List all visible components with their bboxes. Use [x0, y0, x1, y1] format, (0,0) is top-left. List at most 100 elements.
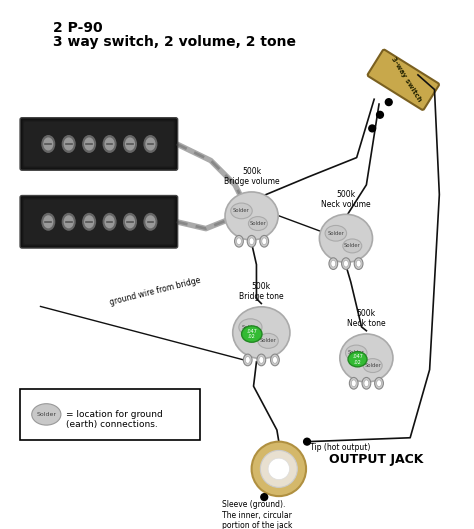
- Ellipse shape: [233, 307, 290, 359]
- Ellipse shape: [144, 136, 157, 152]
- Ellipse shape: [237, 238, 241, 244]
- Ellipse shape: [146, 216, 155, 227]
- Text: Solder: Solder: [260, 339, 276, 343]
- Ellipse shape: [63, 214, 75, 230]
- Ellipse shape: [364, 380, 369, 387]
- Circle shape: [385, 99, 392, 106]
- FancyBboxPatch shape: [22, 197, 176, 246]
- Ellipse shape: [44, 216, 53, 227]
- Ellipse shape: [126, 138, 134, 150]
- Ellipse shape: [32, 404, 61, 425]
- Text: .047
.02: .047 .02: [352, 354, 363, 364]
- Ellipse shape: [103, 136, 116, 152]
- Ellipse shape: [243, 354, 252, 366]
- Ellipse shape: [342, 258, 350, 269]
- Ellipse shape: [85, 138, 93, 150]
- Text: portion of the jack: portion of the jack: [222, 522, 293, 529]
- Ellipse shape: [343, 239, 362, 253]
- Ellipse shape: [103, 214, 116, 230]
- Ellipse shape: [64, 216, 73, 227]
- Text: 3-way switch: 3-way switch: [390, 56, 422, 103]
- Text: Solder: Solder: [364, 363, 381, 368]
- Ellipse shape: [260, 235, 269, 247]
- Text: Neck tone: Neck tone: [347, 319, 386, 328]
- Text: Solder: Solder: [348, 350, 365, 355]
- Ellipse shape: [329, 258, 337, 269]
- Ellipse shape: [64, 138, 73, 150]
- Text: Solder: Solder: [328, 231, 344, 236]
- FancyBboxPatch shape: [20, 196, 178, 248]
- Ellipse shape: [124, 214, 137, 230]
- Ellipse shape: [83, 136, 95, 152]
- Ellipse shape: [42, 136, 55, 152]
- Text: 500k: 500k: [242, 168, 261, 177]
- Text: Bridge volume: Bridge volume: [224, 177, 279, 186]
- Ellipse shape: [124, 136, 137, 152]
- FancyBboxPatch shape: [23, 121, 175, 167]
- Ellipse shape: [271, 354, 279, 366]
- Ellipse shape: [126, 216, 134, 227]
- Circle shape: [261, 494, 268, 500]
- FancyBboxPatch shape: [22, 120, 176, 168]
- Ellipse shape: [105, 216, 114, 227]
- Circle shape: [260, 450, 297, 487]
- Ellipse shape: [257, 354, 266, 366]
- Text: OUTPUT JACK: OUTPUT JACK: [329, 453, 424, 466]
- Ellipse shape: [344, 260, 348, 267]
- Ellipse shape: [346, 345, 367, 361]
- Ellipse shape: [245, 357, 250, 363]
- Ellipse shape: [231, 203, 252, 219]
- Text: 3 way switch, 2 volume, 2 tone: 3 way switch, 2 volume, 2 tone: [53, 35, 296, 49]
- Ellipse shape: [319, 214, 373, 262]
- Text: Solder: Solder: [233, 208, 250, 213]
- Ellipse shape: [146, 138, 155, 150]
- Ellipse shape: [340, 334, 393, 382]
- Text: 500k: 500k: [252, 282, 271, 291]
- Circle shape: [252, 442, 306, 496]
- Text: Sleeve (ground).: Sleeve (ground).: [222, 500, 286, 509]
- FancyBboxPatch shape: [21, 118, 177, 169]
- Text: Solder: Solder: [242, 325, 259, 330]
- Ellipse shape: [363, 359, 382, 372]
- Text: .047
.02: .047 .02: [246, 329, 257, 340]
- Ellipse shape: [239, 319, 262, 336]
- Text: = location for ground
(earth) connections.: = location for ground (earth) connection…: [66, 409, 163, 429]
- Text: Tip (hot output): Tip (hot output): [310, 443, 370, 452]
- FancyBboxPatch shape: [20, 118, 178, 170]
- Ellipse shape: [144, 214, 157, 230]
- FancyBboxPatch shape: [20, 389, 200, 440]
- Ellipse shape: [354, 258, 363, 269]
- Text: Solder: Solder: [344, 243, 361, 249]
- Text: Neck volume: Neck volume: [321, 199, 371, 208]
- Circle shape: [268, 458, 290, 480]
- Ellipse shape: [83, 214, 95, 230]
- Ellipse shape: [105, 138, 114, 150]
- Circle shape: [369, 125, 375, 132]
- Ellipse shape: [242, 326, 262, 342]
- Text: Bridge tone: Bridge tone: [239, 292, 283, 301]
- Ellipse shape: [349, 378, 358, 389]
- Ellipse shape: [348, 352, 367, 367]
- FancyBboxPatch shape: [21, 196, 177, 247]
- Text: 2 P-90: 2 P-90: [53, 21, 103, 35]
- Ellipse shape: [377, 380, 382, 387]
- Circle shape: [304, 438, 310, 445]
- Ellipse shape: [259, 357, 264, 363]
- Text: ground wire from bridge: ground wire from bridge: [109, 276, 201, 307]
- FancyBboxPatch shape: [24, 199, 174, 244]
- Text: Solder: Solder: [249, 221, 266, 226]
- Ellipse shape: [273, 357, 277, 363]
- Ellipse shape: [374, 378, 383, 389]
- FancyBboxPatch shape: [368, 50, 439, 110]
- Text: Solder: Solder: [36, 412, 56, 417]
- Ellipse shape: [258, 333, 278, 349]
- Ellipse shape: [325, 225, 346, 241]
- Ellipse shape: [331, 260, 336, 267]
- Circle shape: [377, 112, 383, 118]
- Ellipse shape: [356, 260, 361, 267]
- Ellipse shape: [362, 378, 371, 389]
- Ellipse shape: [249, 238, 254, 244]
- Text: 500k: 500k: [337, 190, 356, 199]
- Ellipse shape: [262, 238, 267, 244]
- Ellipse shape: [247, 235, 256, 247]
